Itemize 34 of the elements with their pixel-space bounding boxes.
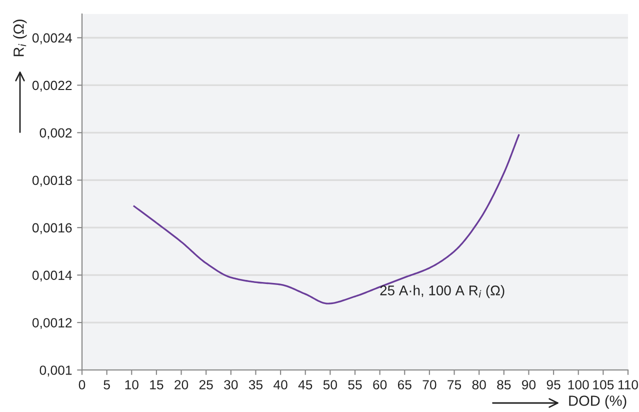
x-tick-label: 100 <box>568 380 589 390</box>
x-tick-label: 70 <box>422 380 436 390</box>
x-tick-label: 90 <box>522 380 536 390</box>
y-tick-label: 0,0016 <box>32 223 72 234</box>
annotation: 25 A·h, 100 A R$_{i}$ (Ω) <box>380 285 504 298</box>
x-tick-label: 5 <box>104 380 110 390</box>
x-tick-label: 15 <box>150 380 164 390</box>
x-tick-label: 10 <box>125 380 138 390</box>
x-tick-label: 45 <box>298 380 312 390</box>
x-tick-label: 35 <box>248 380 263 390</box>
y-axis-title: R$_{i}$ (Ω) <box>13 20 27 56</box>
x-tick-label: 40 <box>274 380 288 390</box>
x-tick-label: 95 <box>546 380 560 390</box>
x-tick-label: 25 <box>199 380 213 390</box>
y-tick-label: 0,0012 <box>32 318 72 330</box>
x-tick-label: 75 <box>448 380 462 390</box>
y-tick-label: 0,0022 <box>32 80 72 92</box>
y-tick-label: 0,0018 <box>32 176 72 187</box>
y-tick-label: 0,002 <box>40 128 72 140</box>
x-tick-label: 20 <box>174 380 188 390</box>
x-axis-title: DOD (%) <box>569 395 626 409</box>
x-tick-label: 55 <box>348 380 362 390</box>
y-tick-label: 0,001 <box>40 366 72 376</box>
x-tick-label: 30 <box>224 380 238 390</box>
x-tick-label: 0 <box>78 380 86 390</box>
x-tick-label: 105 <box>593 380 614 390</box>
x-tick-label: 60 <box>373 380 387 390</box>
y-tick-label: 0,0014 <box>32 270 72 282</box>
x-tick-label: 85 <box>497 380 511 390</box>
x-tick-label: 80 <box>472 380 486 390</box>
y-tick-label: 0,0024 <box>32 33 72 44</box>
x-tick-label: 65 <box>398 380 412 390</box>
x-tick-label: 110 <box>618 380 638 390</box>
x-tick-label: 50 <box>323 380 338 390</box>
